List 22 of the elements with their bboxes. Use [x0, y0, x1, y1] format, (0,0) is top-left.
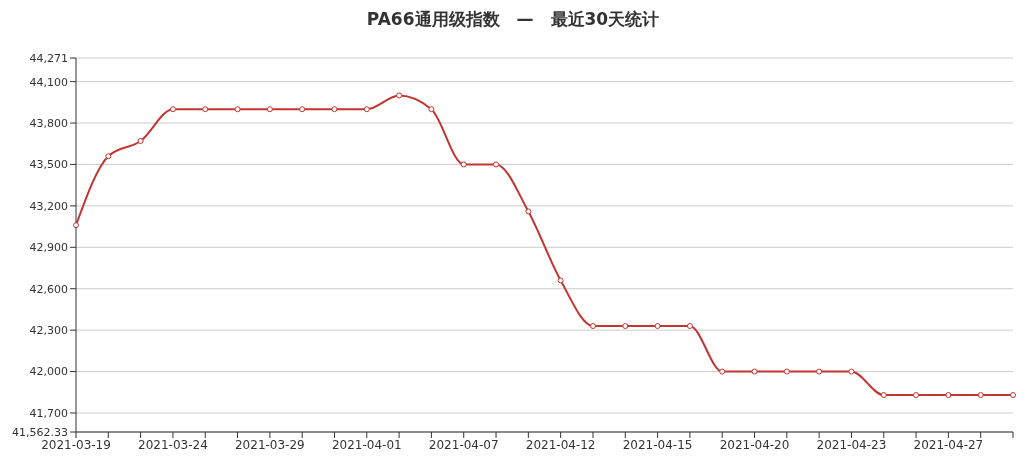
y-tick-label: 41,700	[29, 406, 68, 420]
y-tick-label: 43,800	[29, 116, 68, 130]
x-tick-label: 2021-04-12	[525, 437, 596, 452]
x-tick-label: 2021-04-23	[816, 437, 887, 452]
x-tick-label: 2021-04-07	[428, 437, 499, 452]
y-tick-label: 41,562.33	[12, 425, 68, 439]
x-tick-label: 2021-03-29	[234, 437, 305, 452]
y-tick-label: 42,600	[29, 282, 68, 296]
chart-title: PA66通用级指数 — 最近30天统计	[365, 8, 661, 31]
y-tick-label: 44,271	[29, 51, 68, 65]
x-tick-label: 2021-04-20	[719, 437, 790, 452]
y-tick-label: 44,100	[29, 75, 68, 89]
x-tick-label: 2021-03-24	[138, 437, 208, 452]
x-tick-label: 2021-04-15	[622, 437, 693, 452]
y-tick-label: 42,900	[29, 241, 68, 255]
y-tick-label: 43,500	[29, 158, 68, 172]
x-tick-label: 2021-04-27	[913, 437, 984, 452]
x-tick-label: 2021-03-19	[41, 437, 111, 452]
x-tick-label: 2021-04-01	[331, 437, 402, 452]
y-tick-label: 42,300	[29, 324, 68, 338]
y-tick-label: 43,200	[29, 199, 68, 213]
y-tick-label: 42,000	[29, 365, 68, 379]
